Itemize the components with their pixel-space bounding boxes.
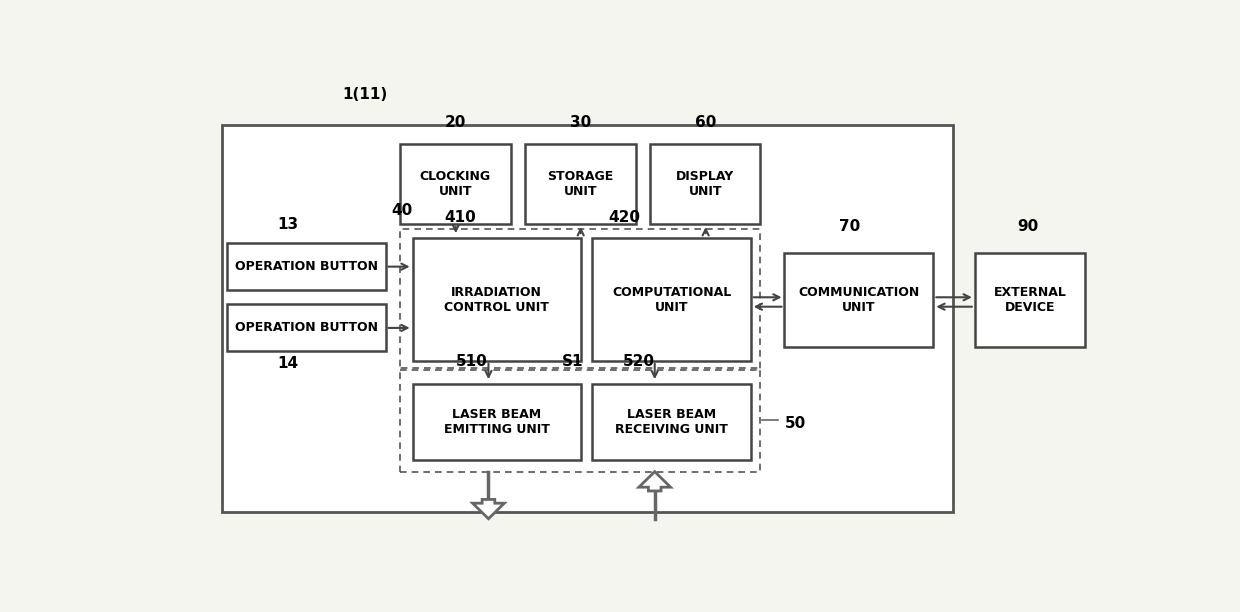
- Text: EXTERNAL
DEVICE: EXTERNAL DEVICE: [993, 286, 1066, 313]
- FancyBboxPatch shape: [413, 238, 580, 361]
- FancyBboxPatch shape: [413, 384, 580, 460]
- Text: 410: 410: [445, 210, 476, 225]
- Text: 1(11): 1(11): [342, 87, 388, 102]
- FancyBboxPatch shape: [975, 253, 1085, 347]
- Text: 510: 510: [456, 354, 489, 369]
- Text: LASER BEAM
RECEIVING UNIT: LASER BEAM RECEIVING UNIT: [615, 408, 728, 436]
- Text: COMMUNICATION
UNIT: COMMUNICATION UNIT: [799, 286, 920, 313]
- Text: 20: 20: [445, 116, 466, 130]
- Text: 70: 70: [839, 219, 861, 234]
- Text: OPERATION BUTTON: OPERATION BUTTON: [234, 260, 378, 273]
- FancyBboxPatch shape: [785, 253, 934, 347]
- Polygon shape: [639, 472, 671, 491]
- FancyBboxPatch shape: [650, 144, 760, 224]
- Text: COMPUTATIONAL
UNIT: COMPUTATIONAL UNIT: [611, 286, 732, 313]
- Text: 50: 50: [785, 416, 806, 431]
- Text: 40: 40: [392, 203, 413, 218]
- FancyBboxPatch shape: [525, 144, 635, 224]
- FancyBboxPatch shape: [227, 304, 386, 351]
- FancyBboxPatch shape: [593, 238, 751, 361]
- Text: 520: 520: [622, 354, 655, 369]
- Text: OPERATION BUTTON: OPERATION BUTTON: [234, 321, 378, 334]
- Text: 14: 14: [277, 356, 298, 371]
- Polygon shape: [472, 499, 505, 519]
- Text: LASER BEAM
EMITTING UNIT: LASER BEAM EMITTING UNIT: [444, 408, 549, 436]
- FancyBboxPatch shape: [227, 243, 386, 290]
- Text: DISPLAY
UNIT: DISPLAY UNIT: [676, 170, 734, 198]
- Text: 60: 60: [694, 116, 717, 130]
- Text: 90: 90: [1017, 219, 1038, 234]
- Text: 30: 30: [570, 116, 591, 130]
- FancyBboxPatch shape: [593, 384, 751, 460]
- Text: S1: S1: [562, 354, 584, 369]
- Text: 420: 420: [608, 210, 640, 225]
- Text: STORAGE
UNIT: STORAGE UNIT: [547, 170, 614, 198]
- Text: CLOCKING
UNIT: CLOCKING UNIT: [420, 170, 491, 198]
- Text: IRRADIATION
CONTROL UNIT: IRRADIATION CONTROL UNIT: [444, 286, 549, 313]
- Text: 13: 13: [277, 217, 298, 232]
- FancyBboxPatch shape: [401, 144, 511, 224]
- FancyBboxPatch shape: [222, 125, 952, 512]
